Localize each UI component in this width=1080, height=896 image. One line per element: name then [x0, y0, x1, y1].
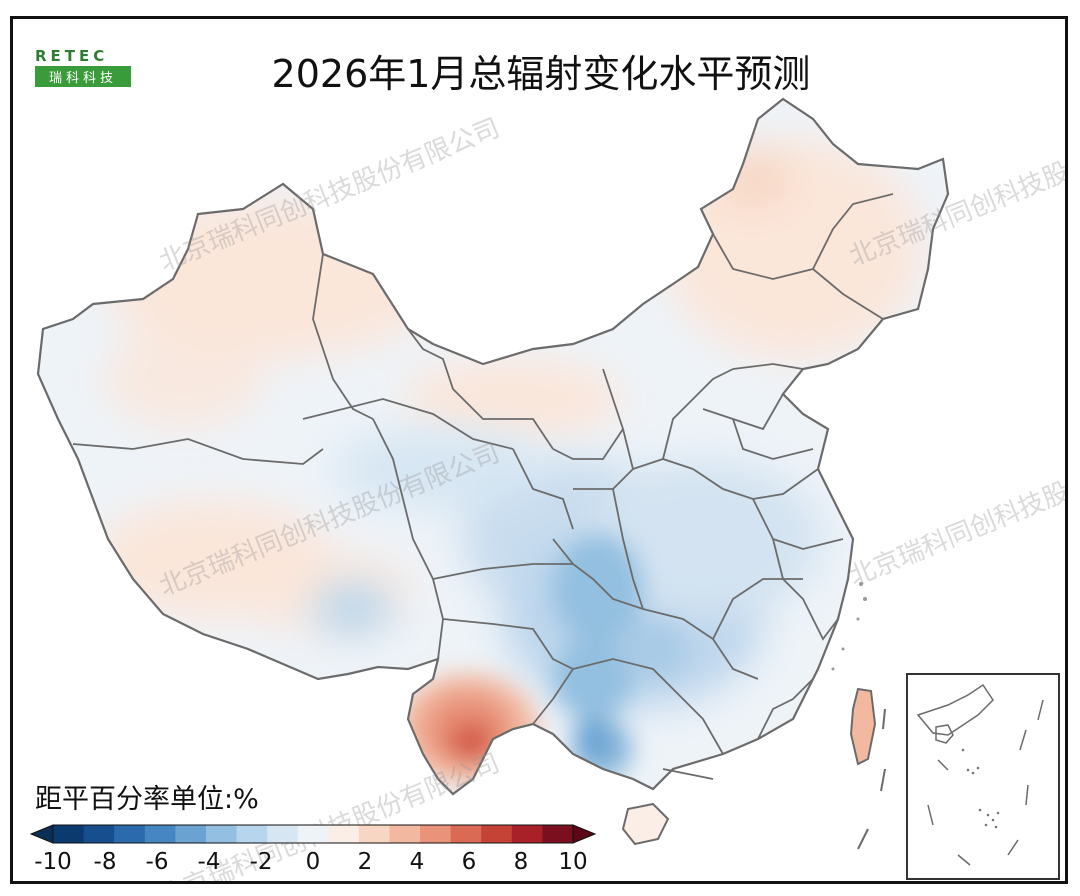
colorbar	[29, 824, 597, 844]
coastal-islands	[831, 582, 867, 671]
colorbar-tick-label: 0	[305, 849, 321, 875]
colorbar-swatch	[205, 825, 238, 843]
logo-text-en: RETEC	[35, 47, 109, 65]
colorbar-swatch	[420, 825, 452, 843]
colorbar-swatch	[389, 825, 421, 843]
colorbar-tick-label: -8	[93, 849, 117, 875]
inset-map	[916, 683, 1044, 866]
legend-title: 距平百分率单位:%	[35, 784, 259, 815]
colorbar-outline	[52, 824, 574, 844]
colorbar-tick-label: -6	[145, 849, 169, 875]
colorbar-swatch	[53, 825, 85, 843]
colorbar-swatch	[358, 825, 390, 843]
colorbar-tick-label: 2	[357, 849, 373, 875]
colorbar-over-arrow	[572, 824, 597, 844]
colorbar-swatch	[267, 825, 299, 843]
south-sea-dashes	[857, 708, 886, 850]
logo-text-cn: 瑞科科技	[35, 66, 131, 87]
colorbar-tick-label: -2	[249, 849, 273, 875]
colorbar-swatch	[328, 825, 360, 843]
colorbar-swatch	[511, 825, 543, 843]
colorbar-swatch	[542, 825, 574, 843]
colorbar-tick-label: 6	[461, 849, 477, 875]
colorbar-swatch	[450, 825, 482, 843]
colorbar-swatch	[83, 825, 115, 843]
south-china-sea-inset	[906, 673, 1060, 880]
province-borders	[72, 193, 894, 780]
colorbar-swatch	[114, 825, 146, 843]
company-logo: RETEC 瑞科科技	[35, 47, 131, 87]
colorbar-tick-label: -10	[34, 849, 72, 875]
colorbar-swatch	[175, 825, 207, 843]
map-title: 2026年1月总辐射变化水平预测	[271, 52, 811, 96]
colorbar-ticks: -10 -8 -6 -4 -2 0 2 4 6 8 10	[13, 849, 1065, 879]
colorbar-swatch	[236, 825, 268, 843]
colorbar-swatch	[481, 825, 513, 843]
colorbar-tick-label: 10	[558, 849, 588, 875]
map-frame: 2026年1月总辐射变化水平预测 RETEC 瑞科科技 北京瑞科同创科技股份有限…	[10, 16, 1068, 884]
colorbar-tick-label: -4	[197, 849, 221, 875]
colorbar-swatch	[144, 825, 176, 843]
hainan-island	[621, 802, 670, 846]
china-map	[36, 97, 950, 850]
colorbar-under-arrow	[29, 824, 54, 844]
colorbar-swatch	[297, 825, 329, 843]
taiwan-island	[849, 687, 877, 766]
colorbar-tick-label: 8	[513, 849, 529, 875]
colorbar-tick-label: 4	[409, 849, 425, 875]
